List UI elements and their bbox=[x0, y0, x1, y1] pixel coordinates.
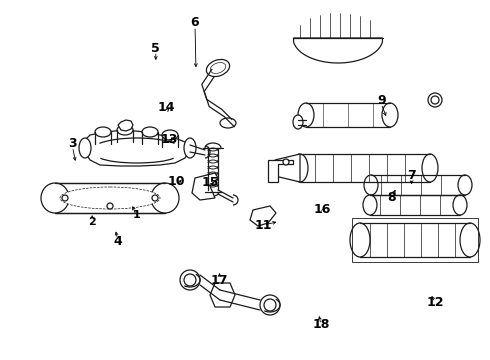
Circle shape bbox=[62, 195, 68, 201]
Circle shape bbox=[152, 195, 158, 201]
Polygon shape bbox=[294, 38, 383, 63]
Text: 5: 5 bbox=[151, 42, 160, 55]
Text: 12: 12 bbox=[426, 296, 444, 309]
Circle shape bbox=[283, 159, 289, 165]
Ellipse shape bbox=[162, 130, 178, 140]
Circle shape bbox=[428, 93, 442, 107]
Text: 9: 9 bbox=[377, 94, 386, 107]
Ellipse shape bbox=[458, 175, 472, 195]
Ellipse shape bbox=[210, 63, 226, 73]
Polygon shape bbox=[250, 206, 276, 226]
Text: 17: 17 bbox=[211, 274, 228, 287]
Polygon shape bbox=[210, 283, 235, 307]
Ellipse shape bbox=[151, 183, 179, 213]
Circle shape bbox=[431, 96, 439, 104]
Ellipse shape bbox=[206, 59, 230, 77]
Ellipse shape bbox=[142, 127, 158, 137]
Text: 8: 8 bbox=[388, 191, 396, 204]
Polygon shape bbox=[118, 120, 133, 131]
Ellipse shape bbox=[364, 175, 378, 195]
Ellipse shape bbox=[453, 195, 467, 215]
Ellipse shape bbox=[363, 195, 377, 215]
Polygon shape bbox=[275, 154, 300, 182]
Ellipse shape bbox=[117, 125, 133, 135]
Ellipse shape bbox=[79, 138, 91, 158]
Ellipse shape bbox=[350, 223, 370, 257]
Text: 14: 14 bbox=[158, 101, 175, 114]
Text: 11: 11 bbox=[255, 219, 272, 231]
Ellipse shape bbox=[422, 154, 438, 182]
Text: 15: 15 bbox=[202, 176, 220, 189]
Text: 13: 13 bbox=[160, 133, 178, 146]
Circle shape bbox=[184, 274, 196, 286]
Text: 10: 10 bbox=[168, 175, 185, 188]
Ellipse shape bbox=[41, 183, 69, 213]
Polygon shape bbox=[55, 183, 165, 213]
Text: 4: 4 bbox=[113, 235, 122, 248]
Text: 7: 7 bbox=[407, 169, 416, 182]
Text: 3: 3 bbox=[68, 137, 77, 150]
Text: 2: 2 bbox=[88, 217, 96, 228]
Circle shape bbox=[260, 295, 280, 315]
Ellipse shape bbox=[460, 223, 480, 257]
Ellipse shape bbox=[298, 103, 314, 127]
Polygon shape bbox=[85, 130, 190, 166]
Ellipse shape bbox=[293, 115, 303, 129]
Ellipse shape bbox=[184, 138, 196, 158]
Ellipse shape bbox=[292, 154, 308, 182]
Circle shape bbox=[180, 270, 200, 290]
Text: 6: 6 bbox=[191, 16, 199, 29]
Ellipse shape bbox=[95, 127, 111, 137]
Circle shape bbox=[264, 299, 276, 311]
Ellipse shape bbox=[382, 103, 398, 127]
Text: 1: 1 bbox=[132, 210, 140, 220]
Ellipse shape bbox=[60, 187, 160, 209]
Text: 16: 16 bbox=[314, 203, 331, 216]
Circle shape bbox=[107, 203, 113, 209]
Polygon shape bbox=[192, 173, 218, 200]
Polygon shape bbox=[268, 160, 293, 182]
Ellipse shape bbox=[220, 118, 236, 128]
Text: 18: 18 bbox=[312, 318, 330, 331]
